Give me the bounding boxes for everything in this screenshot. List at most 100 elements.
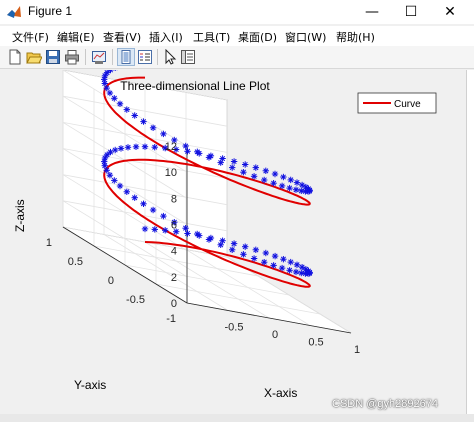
- series-point-star: [262, 167, 269, 174]
- z-tick-label: 12: [165, 141, 177, 153]
- toolbar-separator: [157, 49, 158, 65]
- series-point-star: [140, 118, 147, 125]
- series-point-star: [171, 219, 178, 226]
- menu-tools[interactable]: 工具(T): [193, 31, 231, 44]
- series-point-star: [162, 144, 169, 152]
- close-button[interactable]: ✕: [444, 4, 456, 20]
- series-point-star: [149, 206, 157, 214]
- save-icon[interactable]: [45, 49, 61, 65]
- data-cursor-icon[interactable]: [118, 49, 134, 65]
- legend-box: [357, 92, 437, 114]
- series-point-star: [171, 136, 178, 144]
- edit-plot-arrow-icon[interactable]: [162, 49, 178, 65]
- link-plot-icon[interactable]: [91, 49, 107, 65]
- series-point-star: [182, 142, 189, 150]
- insert-legend-icon[interactable]: [137, 49, 153, 65]
- series-point-star: [271, 170, 279, 178]
- series-point-star: [160, 130, 167, 138]
- menu-file[interactable]: 文件(F): [12, 31, 49, 44]
- minimize-button[interactable]: —: [365, 4, 379, 20]
- 3d-line-plot[interactable]: 0 2 4 6 8 10 12 -0.5 0 0.5 1 -1 -0.5 0 0.5 1 Three-dime…: [8, 61, 464, 414]
- series-point-star: [302, 270, 309, 277]
- series-point-star: [298, 264, 306, 271]
- y-axis-label: Y-axis: [74, 378, 106, 392]
- series-point-star: [261, 176, 268, 184]
- floor-grid-line: [185, 249, 311, 326]
- legend-label-curve: Curve: [394, 99, 421, 110]
- menu-edit[interactable]: 编辑(E): [57, 31, 95, 44]
- series-point-star: [270, 262, 277, 269]
- series-point-star: [149, 124, 157, 131]
- figure-area: 0 2 4 6 8 10 12 -0.5 0 0.5 1 -1 -0.5 0 0.5 1 Three-dime…: [8, 61, 464, 414]
- floor-grid-line: [124, 264, 290, 296]
- series-point-star: [151, 226, 158, 233]
- wall-grid-line: [62, 174, 228, 252]
- menu-bar: 文件(F) 编辑(E) 查看(V) 插入(I) 工具(T) 桌面(D) 窗口(W…: [0, 26, 474, 46]
- z-tick-label: 6: [171, 220, 177, 232]
- series-point-star: [162, 227, 169, 234]
- series-point-star: [123, 106, 130, 113]
- series-point-star: [123, 188, 130, 195]
- menu-help[interactable]: 帮助(H): [336, 31, 375, 44]
- series-point-star: [103, 69, 111, 76]
- chart-title: Three-dimensional Line Plot: [120, 79, 270, 93]
- series-point-star: [252, 246, 259, 253]
- series-point-star: [116, 100, 124, 107]
- series-point-star: [101, 162, 108, 169]
- toolbar: [0, 46, 474, 69]
- legend[interactable]: Curve: [357, 92, 437, 114]
- series-point-star: [270, 180, 277, 187]
- menu-window[interactable]: 窗口(W): [285, 31, 327, 44]
- open-file-icon[interactable]: [26, 49, 42, 65]
- x-axis-line: [186, 302, 352, 334]
- series-point-star: [107, 148, 114, 156]
- series-point-star: [116, 182, 124, 190]
- side-panel-edge: [466, 70, 474, 414]
- series-point-star: [287, 258, 294, 266]
- menu-view[interactable]: 查看(V): [103, 31, 142, 44]
- series-line-curve: [103, 76, 311, 288]
- wall-grid-line: [62, 69, 228, 147]
- menu-insert[interactable]: 插入(I): [149, 31, 183, 44]
- toolbar-separator: [112, 49, 113, 65]
- matlab-logo-icon: [7, 6, 21, 18]
- title-bar: Figure 1 — ☐ ✕: [0, 0, 474, 24]
- z-tick-label: 8: [171, 193, 177, 205]
- x-tick-label: 0.5: [308, 337, 323, 349]
- x-tick-label: 1: [354, 344, 360, 356]
- series-point-star: [131, 112, 138, 119]
- series-point-star: [278, 264, 286, 272]
- series-point-star: [173, 228, 180, 235]
- series-point-star: [217, 241, 224, 248]
- series-point-star: [182, 225, 189, 232]
- property-inspector-icon[interactable]: [180, 49, 196, 65]
- series-point-star: [271, 252, 279, 260]
- series-point-star: [132, 143, 140, 150]
- series-point-star: [151, 144, 158, 151]
- y-tick-label: 1: [46, 237, 52, 249]
- series-point-star: [292, 268, 300, 276]
- floor-grid-line: [93, 245, 259, 277]
- series-point-star: [250, 173, 258, 180]
- series-point-star: [240, 251, 247, 258]
- series-point-star: [286, 184, 293, 192]
- series-point-star: [229, 246, 236, 253]
- print-icon[interactable]: [64, 49, 80, 65]
- z-tick-label: 2: [171, 272, 177, 284]
- menu-desktop[interactable]: 桌面(D): [238, 31, 278, 44]
- z-tick-label: 10: [165, 167, 177, 179]
- x-tick-label: 0: [272, 329, 278, 341]
- series-point-star: [286, 267, 293, 274]
- series-point-star: [140, 200, 147, 207]
- series-point-star: [141, 225, 149, 233]
- series-point-star: [242, 161, 249, 168]
- z-tick-label: 0: [171, 298, 177, 310]
- new-figure-icon[interactable]: [7, 49, 23, 65]
- series-point-star: [230, 158, 238, 165]
- maximize-button[interactable]: ☐: [404, 4, 418, 20]
- series-point-star: [293, 261, 301, 268]
- series-point-star: [280, 173, 287, 181]
- series-point-star: [217, 159, 224, 166]
- toolbar-separator: [85, 49, 86, 65]
- series-point-star: [205, 154, 213, 161]
